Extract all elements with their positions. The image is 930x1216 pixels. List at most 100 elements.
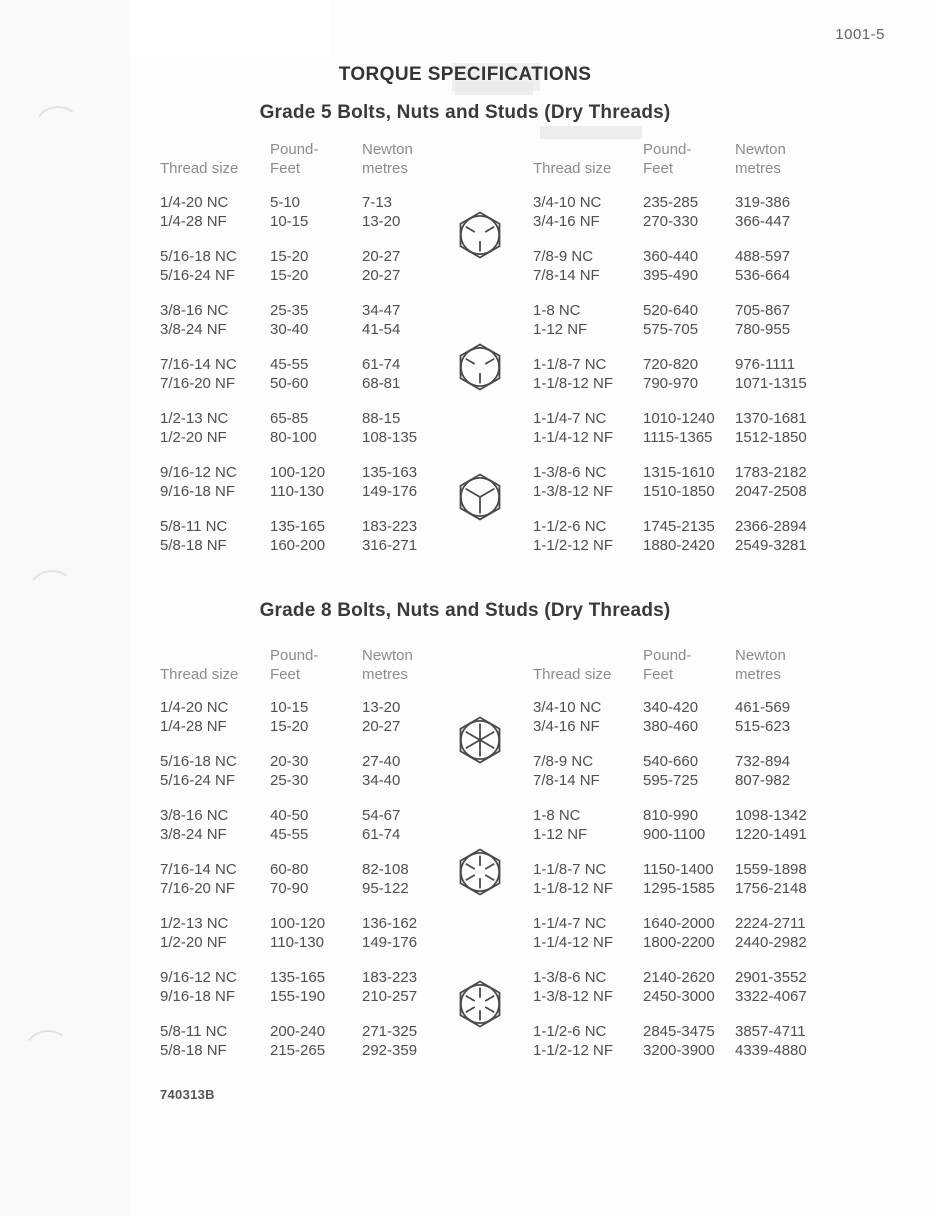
newton-metres-cell: 7-13 <box>362 194 393 211</box>
grade8-bolt-head-icon <box>453 977 507 1031</box>
newton-metres-cell: 2549-3281 <box>735 537 807 554</box>
pound-feet-cell: 200-240 <box>270 1023 326 1040</box>
thread-size-cell: 1-1/8-12 NF <box>533 880 614 897</box>
pound-feet-cell: 10-15 <box>270 213 309 230</box>
newton-metres-cell: 2047-2508 <box>735 483 807 500</box>
row-group: 3/8-16 NC 40-50 54-67 3/8-24 NF 45-55 61-74 <box>160 806 490 844</box>
pound-feet-cell: 15-20 <box>270 248 309 265</box>
pound-feet-cell: 45-55 <box>270 356 309 373</box>
newton-metres-cell: 732-894 <box>735 753 791 770</box>
thread-size-cell: 5/16-18 NC <box>160 753 237 770</box>
table-row: 1-1/2-6 NC 1745-2135 2366-2894 <box>533 517 863 536</box>
thread-size-cell: 3/8-24 NF <box>160 826 227 843</box>
row-group: 5/16-18 NC 15-20 20-27 5/16-24 NF 15-20 20-27 <box>160 247 490 285</box>
section-title-grade5: Grade 5 Bolts, Nuts and Studs (Dry Threa… <box>259 102 671 123</box>
table-row: 1-3/8-12 NF 2450-3000 3322-4067 <box>533 987 863 1006</box>
grade8-bolt-head-icon <box>453 713 507 767</box>
pound-feet-cell: 575-705 <box>643 321 699 338</box>
table-row: 7/16-14 NC 45-55 61-74 <box>160 355 490 374</box>
pound-feet-header: Pound- Feet <box>643 141 692 177</box>
thread-size-cell: 3/8-24 NF <box>160 321 227 338</box>
pound-feet-cell: 1115-1365 <box>643 429 713 446</box>
row-group: 1/2-13 NC 65-85 88-15 1/2-20 NF 80-100 108-13… <box>160 409 490 447</box>
grade8-bolt-head-icon <box>453 845 507 899</box>
row-group: 9/16-12 NC 135-165 183-223 9/16-18 NF 155-19… <box>160 968 490 1006</box>
newton-metres-cell: 536-664 <box>735 267 791 284</box>
scan-margin-strip <box>0 0 130 1216</box>
thread-size-header: Thread size <box>160 160 239 177</box>
table-row: 1/4-20 NC 10-15 13-20 <box>160 698 490 717</box>
table-row: 1-1/8-12 NF 1295-1585 1756-2148 <box>533 879 863 898</box>
thread-size-cell: 1-3/8-6 NC <box>533 969 607 986</box>
newton-metres-header: Newton metres <box>362 141 413 177</box>
pound-feet-cell: 2845-3475 <box>643 1023 715 1040</box>
newton-metres-cell: 149-176 <box>362 934 418 951</box>
newton-metres-cell: 3322-4067 <box>735 988 807 1005</box>
newton-metres-cell: 61-74 <box>362 356 401 373</box>
table-row: 3/4-10 NC 235-285 319-386 <box>533 193 863 212</box>
table-row: 5/8-18 NF 215-265 292-359 <box>160 1041 490 1060</box>
table-row: 9/16-12 NC 135-165 183-223 <box>160 968 490 987</box>
table-row: 5/16-24 NF 15-20 20-27 <box>160 266 490 285</box>
row-group: 1-1/4-7 NC 1640-2000 2224-2711 1-1/4-12 NF 1… <box>533 914 863 952</box>
table-header: Thread size Pound- Feet Newton metres <box>160 138 480 178</box>
newton-metres-cell: 20-27 <box>362 718 401 735</box>
thread-size-cell: 7/16-20 NF <box>160 880 236 897</box>
newton-metres-cell: 34-47 <box>362 302 401 319</box>
pound-feet-cell: 2140-2620 <box>643 969 715 986</box>
newton-metres-cell: 1559-1898 <box>735 861 807 878</box>
row-group: 1-1/2-6 NC 1745-2135 2366-2894 1-1/2-12 NF 1… <box>533 517 863 555</box>
thread-size-cell: 5/8-11 NC <box>160 518 228 535</box>
grade5-bolt-head-icon <box>453 340 507 394</box>
thread-size-cell: 1-8 NC <box>533 807 581 824</box>
pound-feet-cell: 1800-2200 <box>643 934 715 951</box>
row-group: 7/16-14 NC 45-55 61-74 7/16-20 NF 50-60 68-81 <box>160 355 490 393</box>
table-row: 1-1/8-7 NC 1150-1400 1559-1898 <box>533 860 863 879</box>
pound-feet-cell: 135-165 <box>270 518 326 535</box>
newton-metres-cell: 20-27 <box>362 248 401 265</box>
newton-metres-cell: 54-67 <box>362 807 401 824</box>
thread-size-cell: 1-1/8-7 NC <box>533 356 607 373</box>
table-row: 3/4-16 NF 270-330 366-447 <box>533 212 863 231</box>
thread-size-cell: 7/8-9 NC <box>533 753 594 770</box>
row-group: 1-1/8-7 NC 1150-1400 1559-1898 1-1/8-12 NF 1… <box>533 860 863 898</box>
grade8-table-left: 1/4-20 NC 10-15 13-20 1/4-28 NF 15-20 20-27 5/… <box>160 698 490 1076</box>
pound-feet-cell: 1295-1585 <box>643 880 715 897</box>
newton-metres-cell: 1783-2182 <box>735 464 807 481</box>
pound-feet-cell: 340-420 <box>643 699 699 716</box>
thread-size-cell: 1-3/8-6 NC <box>533 464 607 481</box>
pound-feet-cell: 100-120 <box>270 464 326 481</box>
thread-size-cell: 3/4-16 NF <box>533 213 600 230</box>
table-row: 1/2-20 NF 110-130 149-176 <box>160 933 490 952</box>
thread-size-cell: 5/16-24 NF <box>160 772 236 789</box>
newton-metres-cell: 316-271 <box>362 537 418 554</box>
row-group: 7/16-14 NC 60-80 82-108 7/16-20 NF 70-90 95-1… <box>160 860 490 898</box>
pound-feet-cell: 215-265 <box>270 1042 326 1059</box>
table-row: 5/16-18 NC 20-30 27-40 <box>160 752 490 771</box>
table-row: 5/8-11 NC 135-165 183-223 <box>160 517 490 536</box>
pound-feet-cell: 395-490 <box>643 267 699 284</box>
thread-size-cell: 5/8-18 NF <box>160 1042 227 1059</box>
table-row: 9/16-12 NC 100-120 135-163 <box>160 463 490 482</box>
table-row: 1-12 NF 575-705 780-955 <box>533 320 863 339</box>
pound-feet-cell: 25-30 <box>270 772 309 789</box>
table-row: 1-1/4-12 NF 1115-1365 1512-1850 <box>533 428 863 447</box>
pound-feet-cell: 790-970 <box>643 375 699 392</box>
row-group: 1/4-20 NC 10-15 13-20 1/4-28 NF 15-20 20-27 <box>160 698 490 736</box>
newton-metres-cell: 2224-2711 <box>735 915 806 932</box>
thread-size-cell: 7/8-14 NF <box>533 267 600 284</box>
row-group: 1/4-20 NC 5-10 7-13 1/4-28 NF 10-15 13-20 <box>160 193 490 231</box>
thread-size-cell: 1-1/4-7 NC <box>533 410 607 427</box>
pound-feet-cell: 40-50 <box>270 807 309 824</box>
row-group: 9/16-12 NC 100-120 135-163 9/16-18 NF 110-13… <box>160 463 490 501</box>
row-group: 1-3/8-6 NC 2140-2620 2901-3552 1-3/8-12 NF 2… <box>533 968 863 1006</box>
table-row: 1/4-20 NC 5-10 7-13 <box>160 193 490 212</box>
pound-feet-cell: 65-85 <box>270 410 309 427</box>
table-row: 1-8 NC 520-640 705-867 <box>533 301 863 320</box>
scan-smudge <box>455 82 533 95</box>
table-header: Thread size Pound- Feet Newton metres <box>533 644 853 684</box>
pound-feet-cell: 810-990 <box>643 807 699 824</box>
pound-feet-cell: 135-165 <box>270 969 326 986</box>
table-row: 1/2-20 NF 80-100 108-135 <box>160 428 490 447</box>
